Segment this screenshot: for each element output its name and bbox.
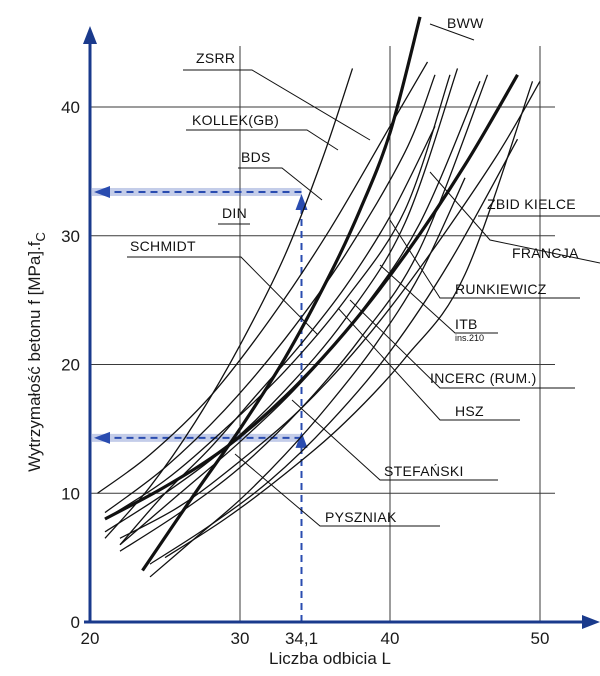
label-leader-line bbox=[337, 307, 520, 421]
curve-label: SCHMIDT bbox=[130, 238, 196, 254]
y-tick-label: 20 bbox=[61, 356, 80, 375]
curve-label: INCERC (RUM.) bbox=[430, 370, 537, 386]
label-leader-line bbox=[379, 264, 498, 334]
curve-zsrr bbox=[97, 61, 429, 494]
curve-label-sub: ins.210 bbox=[455, 333, 484, 343]
label-leaders bbox=[127, 23, 600, 527]
x-tick-label: 20 bbox=[81, 629, 100, 648]
curve-pyszniak bbox=[149, 177, 466, 578]
label-leader-line bbox=[186, 129, 339, 151]
curve-label: STEFAŃSKI bbox=[384, 463, 464, 479]
label-leader-line bbox=[389, 219, 580, 299]
curve-label: ZSRR bbox=[196, 50, 235, 66]
curve-bds bbox=[104, 74, 451, 520]
label-leader-line bbox=[234, 453, 440, 527]
label-leader-line bbox=[127, 256, 319, 336]
curve-label: BWW bbox=[447, 15, 484, 31]
guide-arrow-left-icon bbox=[94, 431, 110, 444]
y-axis-title: Wytrzymałość betonu f [MPa].fC bbox=[25, 232, 48, 472]
curves bbox=[97, 16, 541, 578]
curve-hsz bbox=[164, 81, 534, 559]
guide-arrow-up-icon bbox=[295, 431, 308, 448]
curve-zbid-kielce bbox=[119, 80, 541, 539]
x-tick-label: 50 bbox=[531, 629, 550, 648]
curve-label: ZBID KIELCE bbox=[487, 196, 576, 212]
curve-label: KOLLEK(GB) bbox=[192, 112, 279, 128]
curve-label: HSZ bbox=[455, 403, 484, 419]
label-leader-line bbox=[183, 69, 371, 141]
x-axis-arrow-icon bbox=[582, 615, 600, 629]
y-axis-title-sub: C bbox=[33, 232, 48, 241]
label-leader-line bbox=[349, 299, 575, 389]
curve-label: ITB bbox=[455, 316, 478, 332]
curve-label: DIN bbox=[222, 205, 247, 221]
curve-label: BDS bbox=[241, 149, 271, 165]
guide-hatch bbox=[92, 187, 302, 196]
y-axis-arrow-icon bbox=[83, 26, 97, 44]
x-tick-label: 34,1 bbox=[285, 629, 318, 648]
label-leader-line bbox=[238, 167, 323, 201]
curve-bww bbox=[141, 16, 422, 572]
x-tick-label: 40 bbox=[381, 629, 400, 648]
label-leader-line bbox=[429, 23, 475, 41]
curve-kollek-gb bbox=[104, 74, 436, 514]
curve-label: RUNKIEWICZ bbox=[455, 281, 547, 297]
tick-labels: 20 30 34,1 40 50 0 10 20 30 40 bbox=[61, 98, 549, 648]
guide-arrow-up-icon bbox=[295, 193, 308, 210]
guide-arrow-left-icon bbox=[94, 185, 110, 198]
y-tick-label: 40 bbox=[61, 98, 80, 117]
y-tick-label: 0 bbox=[71, 613, 80, 632]
curve-labels: BWW ZSRR KOLLEK(GB) BDS DIN SCHMIDT ZBID KIELC… bbox=[130, 15, 579, 525]
axes bbox=[83, 26, 600, 629]
curve-stefański bbox=[119, 126, 436, 546]
curve-label: FRANCJA bbox=[512, 245, 579, 261]
curve-itb bbox=[119, 74, 489, 552]
label-leader-line bbox=[429, 171, 600, 264]
curve-schmidt bbox=[104, 68, 354, 539]
y-axis-title-main: Wytrzymałość betonu f [MPa].f bbox=[25, 241, 44, 472]
curve-francja bbox=[104, 73, 519, 521]
x-tick-label: 30 bbox=[231, 629, 250, 648]
label-leader-line bbox=[291, 399, 498, 481]
curve-label: PYSZNIAK bbox=[325, 509, 397, 525]
curve-incerc-rum bbox=[149, 138, 519, 565]
y-tick-label: 10 bbox=[61, 484, 80, 503]
y-tick-label: 30 bbox=[61, 227, 80, 246]
x-axis-title: Liczba odbicia L bbox=[269, 649, 391, 668]
